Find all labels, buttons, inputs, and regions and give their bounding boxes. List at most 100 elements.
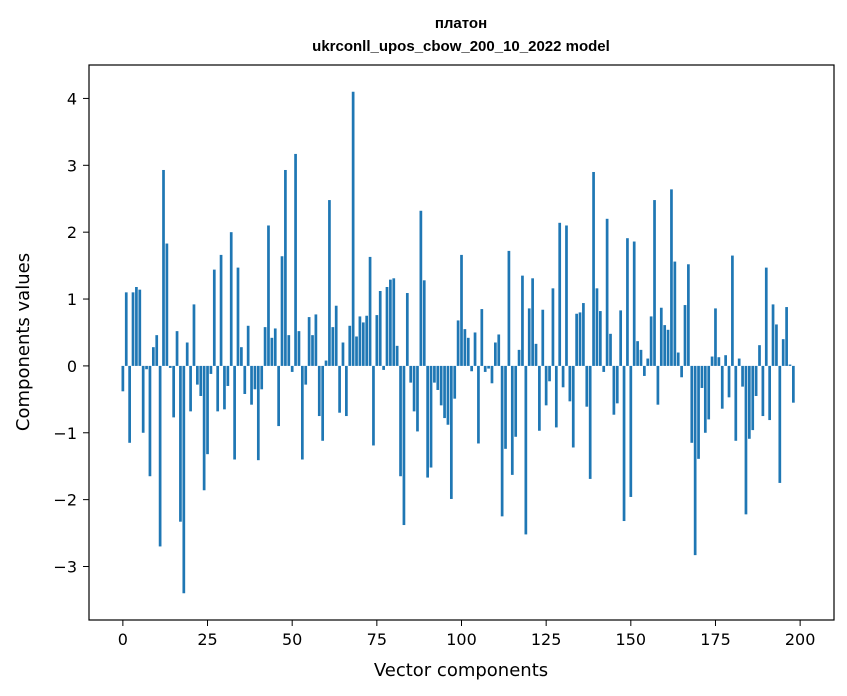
bar <box>764 267 768 366</box>
bar <box>453 365 457 399</box>
bar <box>510 365 514 475</box>
bar <box>405 293 409 366</box>
bar <box>680 365 683 378</box>
bar <box>693 365 697 556</box>
bar <box>514 365 518 437</box>
bar <box>771 304 775 366</box>
bar <box>754 365 758 396</box>
bar <box>619 310 623 366</box>
bar <box>243 365 247 394</box>
bar <box>321 365 325 441</box>
bar <box>443 365 446 419</box>
bar <box>731 255 734 366</box>
bar <box>477 365 480 444</box>
bar <box>598 311 602 366</box>
y-axis-ticks: −3 −2 −1 0 1 2 3 4 <box>53 89 89 577</box>
bar <box>670 189 673 366</box>
bar <box>724 355 727 366</box>
bar <box>168 365 172 368</box>
bar <box>378 291 382 366</box>
bar <box>236 267 240 366</box>
bar <box>751 365 755 431</box>
bar <box>592 171 595 366</box>
bar <box>206 365 209 455</box>
bar <box>649 316 653 366</box>
bar <box>653 200 656 366</box>
bar <box>775 324 778 366</box>
bar <box>433 365 436 383</box>
bar <box>602 365 606 372</box>
bar <box>409 365 413 383</box>
bar <box>358 316 362 366</box>
y-tick-label: −2 <box>53 491 77 510</box>
bar <box>416 365 419 432</box>
bar <box>747 365 751 439</box>
bar <box>240 347 243 366</box>
bar <box>761 365 765 417</box>
bar <box>345 365 348 417</box>
bar <box>605 218 609 366</box>
bar <box>172 365 176 418</box>
bar <box>422 280 426 366</box>
bar <box>212 269 216 366</box>
bar <box>632 241 636 366</box>
bar <box>700 365 704 388</box>
bar <box>372 365 375 446</box>
bar <box>470 365 474 372</box>
x-tick-label: 75 <box>367 630 387 649</box>
bar <box>419 210 423 366</box>
y-axis-label: Components values <box>13 253 34 431</box>
bar <box>734 365 738 441</box>
bar <box>727 365 731 398</box>
bar <box>253 365 257 390</box>
bar <box>389 279 392 366</box>
bar <box>202 365 206 491</box>
bar <box>788 364 792 366</box>
bar <box>436 365 440 390</box>
bar <box>155 335 159 366</box>
bar <box>507 250 511 366</box>
bar <box>311 335 314 366</box>
x-tick-label: 25 <box>197 630 217 649</box>
bar <box>558 222 562 366</box>
bar <box>676 352 680 366</box>
bar <box>446 365 450 425</box>
bar <box>460 254 463 366</box>
bar <box>365 315 369 366</box>
bar <box>280 256 284 366</box>
chart-subtitle: ukrconll_upos_cbow_200_10_2022 model <box>312 38 610 55</box>
bar <box>768 365 772 421</box>
bar <box>338 365 341 413</box>
bar <box>707 365 711 420</box>
bar <box>714 308 717 366</box>
bar <box>548 365 551 382</box>
y-tick-label: 3 <box>67 156 77 175</box>
bar <box>263 327 267 366</box>
bar <box>710 356 714 366</box>
bar <box>192 304 196 366</box>
bar <box>551 288 555 366</box>
bar <box>527 308 531 366</box>
bar <box>229 232 233 366</box>
chart-title: платон <box>435 15 487 32</box>
bar <box>778 365 782 483</box>
bar <box>466 337 470 366</box>
bar <box>554 365 558 428</box>
bar <box>609 333 612 366</box>
bar <box>785 307 788 366</box>
bar <box>331 327 335 366</box>
bars-group <box>121 91 795 594</box>
bar <box>666 329 670 366</box>
bar <box>256 365 260 461</box>
bar <box>588 365 592 479</box>
bar <box>595 288 599 366</box>
bar <box>636 341 639 366</box>
bar <box>687 264 690 366</box>
bar <box>209 365 213 374</box>
bar <box>223 365 226 410</box>
bar <box>737 358 741 366</box>
bar <box>571 365 575 448</box>
bar <box>273 328 277 366</box>
bar <box>277 365 280 427</box>
plot-frame <box>88 64 835 621</box>
